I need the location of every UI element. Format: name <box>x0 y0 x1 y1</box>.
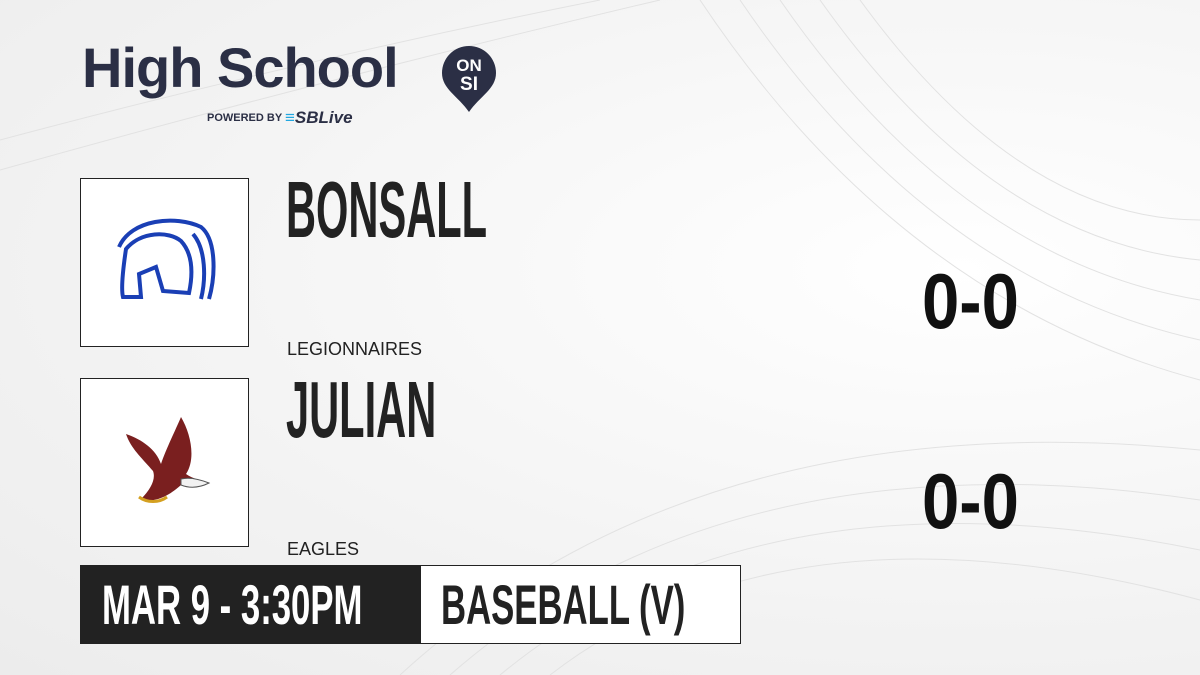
sblive-s-icon: ≡ <box>285 108 295 127</box>
brand-title: High School <box>82 36 399 99</box>
powered-by-label: POWERED BY <box>207 112 283 124</box>
eagle-icon <box>126 417 211 503</box>
game-datetime: MAR 9 - 3:30PM <box>102 573 363 636</box>
team-record: 0-0 <box>922 257 1019 345</box>
badge-top: ON <box>456 56 482 75</box>
team-record: 0-0 <box>922 457 1019 545</box>
badge-bottom: SI <box>460 74 478 95</box>
spartan-helmet-icon <box>117 218 216 300</box>
partner-logo: ≡SBLive <box>285 108 353 128</box>
on-si-pin-icon: ON SI <box>442 46 496 112</box>
team-logo-box <box>80 378 249 547</box>
game-datetime-bar: MAR 9 - 3:30PM <box>80 565 420 644</box>
partner-name: SBLive <box>294 108 353 127</box>
team-mascot: EAGLES <box>287 539 360 559</box>
game-sport: BASEBALL (V) <box>441 573 686 636</box>
team-mascot: LEGIONNAIRES <box>287 339 423 359</box>
team-name: BONSALL <box>286 165 488 254</box>
game-sport-bar: BASEBALL (V) <box>420 565 741 644</box>
team-logo-box <box>80 178 249 347</box>
team-name: JULIAN <box>286 365 437 454</box>
